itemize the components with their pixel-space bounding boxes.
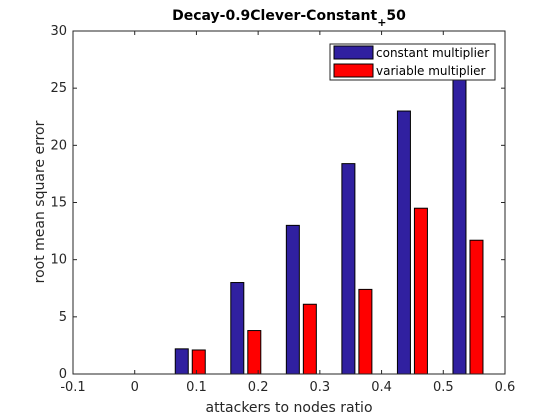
bar-constant-3 bbox=[341, 163, 356, 375]
chart-title-tail: 50 bbox=[386, 8, 406, 24]
legend-entry-constant: constant multiplier bbox=[376, 46, 489, 60]
x-axis: -0.1 0 0.1 0.2 0.3 0.4 0.5 0.6 bbox=[60, 31, 515, 395]
chart-title-main: Decay-0.9Clever-Constant bbox=[172, 8, 377, 24]
x-tick-label-6: 0.5 bbox=[433, 380, 454, 395]
x-tick-label-7: 0.6 bbox=[495, 380, 516, 395]
bar-variable-2 bbox=[302, 303, 317, 375]
x-tick-label-0: -0.1 bbox=[60, 380, 85, 395]
bar-constant-2 bbox=[285, 224, 300, 375]
bar-variable-0 bbox=[191, 349, 206, 375]
y-tick-label-6: 30 bbox=[50, 24, 67, 39]
x-axis-label: attackers to nodes ratio bbox=[205, 400, 372, 416]
y-tick-label-1: 5 bbox=[59, 310, 67, 325]
bar-variable-4 bbox=[413, 207, 428, 375]
legend-swatch-variable bbox=[333, 63, 374, 78]
bar-variable-5 bbox=[469, 239, 484, 375]
x-tick-label-5: 0.4 bbox=[371, 380, 392, 395]
legend-swatch-constant bbox=[333, 45, 374, 60]
x-tick-label-2: 0.1 bbox=[186, 380, 207, 395]
legend-entry-variable: variable multiplier bbox=[376, 64, 486, 78]
bar-constant-5 bbox=[452, 76, 467, 375]
bar-constant-4 bbox=[396, 110, 411, 375]
bar-constant-1 bbox=[230, 282, 245, 375]
chart-title: Decay-0.9Clever-Constant+50 bbox=[172, 8, 406, 29]
y-tick-label-4: 20 bbox=[50, 138, 67, 153]
y-tick-label-3: 15 bbox=[50, 196, 67, 211]
x-tick-label-4: 0.3 bbox=[310, 380, 331, 395]
y-axis: 0 5 10 15 20 25 30 bbox=[50, 24, 505, 382]
y-tick-label-5: 25 bbox=[50, 81, 67, 96]
x-tick-label-3: 0.2 bbox=[248, 380, 269, 395]
y-tick-label-2: 10 bbox=[50, 253, 67, 268]
bar-variable-3 bbox=[358, 288, 373, 375]
y-tick-label-0: 0 bbox=[59, 367, 67, 382]
bar-variable-1 bbox=[247, 330, 262, 375]
y-axis-label: root mean square error bbox=[32, 120, 48, 283]
x-tick-label-1: 0 bbox=[131, 380, 139, 395]
legend: constant multiplier variable multiplier bbox=[329, 43, 496, 81]
chart-title-sub: + bbox=[377, 16, 386, 29]
bars-group bbox=[174, 76, 484, 375]
bar-constant-0 bbox=[174, 348, 189, 375]
